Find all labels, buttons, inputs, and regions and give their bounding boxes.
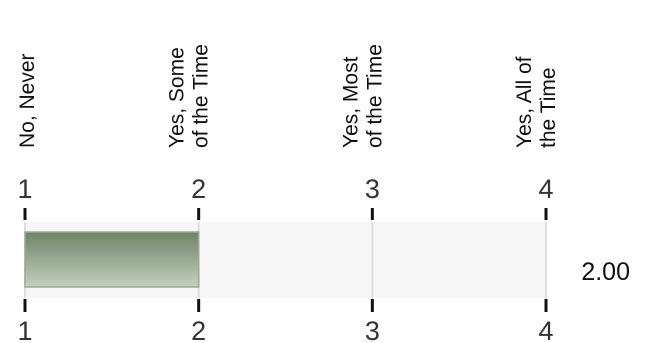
value-label: 2.00 [581,258,630,286]
tick-label-bottom-1: 1 [17,316,32,343]
category-label-3-line-1: Yes, Most [339,56,362,148]
tick-label-top-3: 3 [365,174,380,204]
tick-label-bottom-3: 3 [365,316,380,343]
tick-label-top-4: 4 [538,174,553,204]
category-label-4-line-2: the Time [537,67,560,148]
tick-label-bottom-2: 2 [191,316,206,343]
tick-label-top-2: 2 [191,174,206,204]
category-label-1-line-1: No, Never [16,53,39,148]
value-bar [24,231,200,288]
category-label-2-line-1: Yes, Some [166,47,189,148]
tick-label-bottom-4: 4 [538,316,553,343]
category-label-3-line-2: of the Time [363,44,386,148]
tick-label-top-1: 1 [17,174,32,204]
category-label-4-line-1: Yes, All of [513,56,536,148]
category-label-2-line-2: of the Time [190,44,213,148]
